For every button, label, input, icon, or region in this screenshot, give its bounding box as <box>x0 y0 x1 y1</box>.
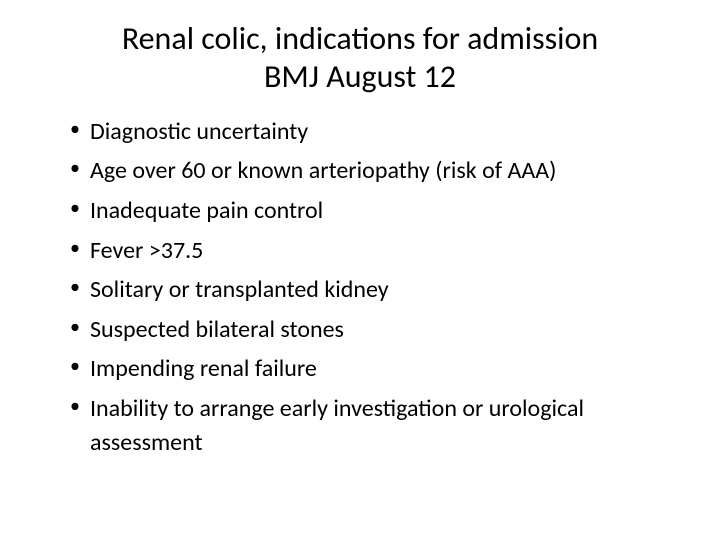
list-item: Diagnostic uncertainty <box>70 115 680 149</box>
list-item: Inability to arrange early investigation… <box>70 392 680 459</box>
bullet-list: Diagnostic uncertainty Age over 60 or kn… <box>40 115 680 459</box>
list-item: Age over 60 or known arteriopathy (risk … <box>70 154 680 188</box>
title-line-2: BMJ August 12 <box>264 57 456 96</box>
list-item: Fever >37.5 <box>70 234 680 268</box>
title-line-1: Renal colic, indications for admission <box>122 19 598 58</box>
list-item: Solitary or transplanted kidney <box>70 273 680 307</box>
list-item: Inadequate pain control <box>70 194 680 228</box>
list-item: Impending renal failure <box>70 352 680 386</box>
list-item: Suspected bilateral stones <box>70 313 680 347</box>
slide-title: Renal colic, indications for admission B… <box>40 20 680 97</box>
